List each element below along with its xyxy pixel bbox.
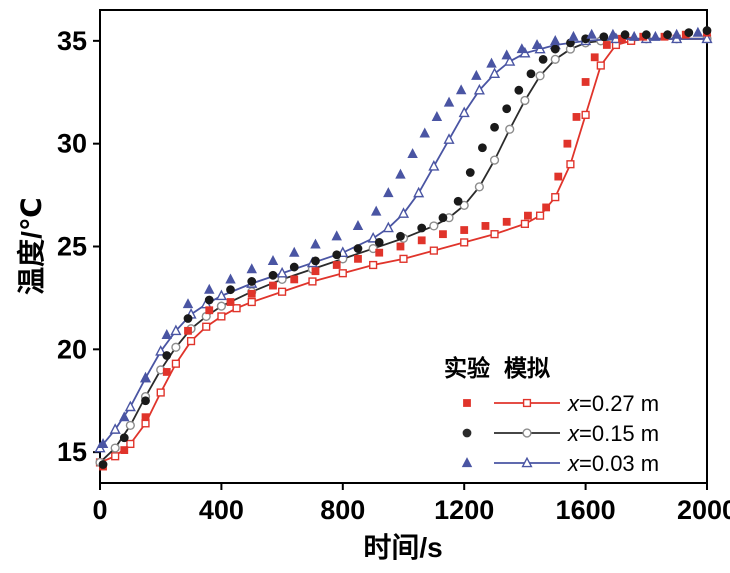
x-tick-label: 1600	[556, 495, 616, 525]
legend-entry-label: x=0.15 m	[567, 421, 659, 446]
legend-header-experiment: 实验	[444, 355, 490, 381]
series-exp-x015	[98, 26, 712, 469]
y-tick-label: 30	[57, 129, 87, 159]
axes: 0 400 800 1200 1600 2000 15 20 25 30 35	[57, 26, 730, 525]
legend: 实验 模拟 x=0.27 m x=0.15 m x=0.03 m	[444, 355, 659, 476]
x-tick-label: 800	[320, 495, 365, 525]
x-axis-title: 时间/s	[363, 532, 443, 563]
y-tick-label: 25	[57, 232, 87, 262]
y-tick-label: 20	[57, 334, 87, 364]
x-tick-label: 400	[199, 495, 244, 525]
series-exp-x003	[97, 26, 704, 449]
legend-entry-label: x=0.27 m	[567, 391, 659, 416]
legend-header-simulation: 模拟	[504, 355, 550, 381]
x-tick-label: 2000	[677, 495, 730, 525]
legend-entry-label: x=0.03 m	[567, 451, 659, 476]
x-tick-label: 1200	[434, 495, 494, 525]
y-axis-title: 温度/℃	[16, 197, 47, 295]
x-tick-label: 0	[92, 495, 107, 525]
y-tick-label: 15	[57, 437, 87, 467]
y-tick-label: 35	[57, 26, 87, 56]
